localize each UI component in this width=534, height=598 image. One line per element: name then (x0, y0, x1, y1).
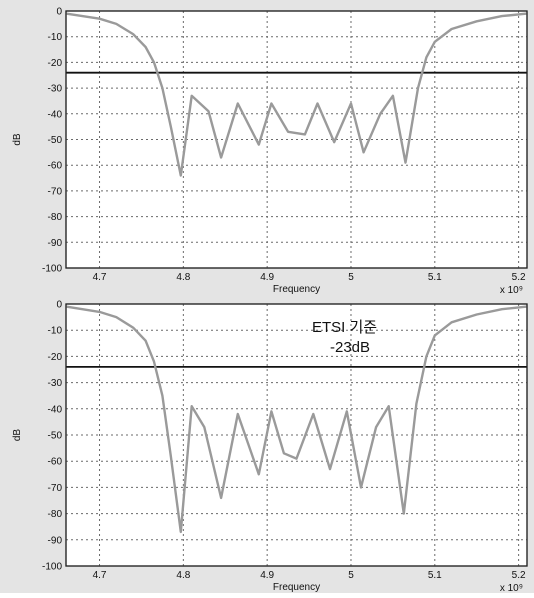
top-plot: 0 -10 -20 -30 -40 -50 -60 -70 -80 -90 -100 4.7 4.8 4.… (12, 7, 528, 296)
top-y-tick-label: -10 (48, 32, 63, 43)
top-x-axis-label: Frequency (273, 284, 320, 295)
top-y-tick-label: -50 (48, 135, 63, 146)
bottom-y-tick-label: -30 (48, 378, 63, 389)
bottom-x-multiplier: x 10⁹ (500, 583, 523, 593)
bottom-x-tick-label: 4.9 (260, 570, 274, 581)
top-series-line (65, 12, 528, 177)
bottom-x-tick-label: 5.1 (428, 570, 442, 581)
top-y-tick-label: -40 (48, 109, 63, 120)
top-y-tick-label: -30 (48, 84, 63, 95)
top-y-tick-label: -60 (48, 161, 63, 172)
bottom-y-tick-label: -60 (48, 457, 63, 468)
bottom-x-tick-label: 4.8 (176, 570, 190, 581)
bottom-y-tick-label: 0 (56, 300, 62, 311)
top-axes-border (65, 10, 528, 269)
bottom-y-tick-label: -10 (48, 326, 63, 337)
bottom-y-tick-label: -70 (48, 483, 63, 494)
top-y-tick-label: -80 (48, 212, 63, 223)
top-x-tick-label: 5.1 (428, 272, 442, 283)
bottom-y-tick-label: -80 (48, 509, 63, 520)
bottom-y-tick-label: -100 (42, 562, 62, 573)
top-x-multiplier: x 10⁹ (500, 285, 523, 296)
bottom-y-tick-label: -50 (48, 431, 63, 442)
bottom-y-tick-label: -90 (48, 535, 63, 546)
top-x-tick-label: 4.7 (93, 272, 107, 283)
bottom-axes-border (65, 303, 528, 567)
bottom-annotation-line: ETSI 기준 (312, 319, 377, 336)
bottom-series-line (65, 305, 528, 534)
bottom-plot: 0 -10 -20 -30 -40 -50 -60 -70 -80 -90 -100 4.7 4.8 4.… (12, 300, 528, 594)
bottom-annotation-line: -23dB (330, 339, 370, 356)
top-y-tick-label: -20 (48, 58, 63, 69)
bottom-y-axis-label: dB (12, 429, 23, 442)
top-x-tick-label: 4.9 (260, 272, 274, 283)
bottom-x-tick-label: 5.2 (512, 570, 526, 581)
top-y-tick-label: -90 (48, 238, 63, 249)
top-y-tick-label: -70 (48, 186, 63, 197)
top-y-axis-label: dB (12, 133, 23, 146)
bottom-y-tick-label: -20 (48, 352, 63, 363)
top-x-tick-label: 5 (348, 272, 354, 283)
top-x-tick-label: 4.8 (176, 272, 190, 283)
top-x-tick-label: 5.2 (512, 272, 526, 283)
top-y-tick-label: -100 (42, 264, 62, 275)
top-y-tick-label: 0 (56, 7, 62, 18)
bottom-x-tick-label: 5 (348, 570, 354, 581)
bottom-y-tick-label: -40 (48, 404, 63, 415)
bottom-x-axis-label: Frequency (273, 582, 320, 593)
bottom-x-tick-label: 4.7 (93, 570, 107, 581)
